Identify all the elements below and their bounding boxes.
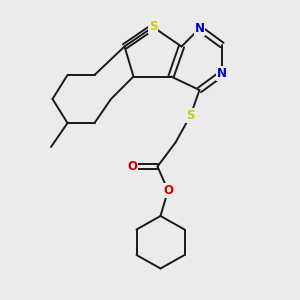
Text: N: N xyxy=(217,67,227,80)
Text: S: S xyxy=(186,109,195,122)
Text: N: N xyxy=(194,22,205,35)
Text: O: O xyxy=(127,160,137,173)
Text: O: O xyxy=(163,184,173,197)
Text: S: S xyxy=(149,20,157,34)
